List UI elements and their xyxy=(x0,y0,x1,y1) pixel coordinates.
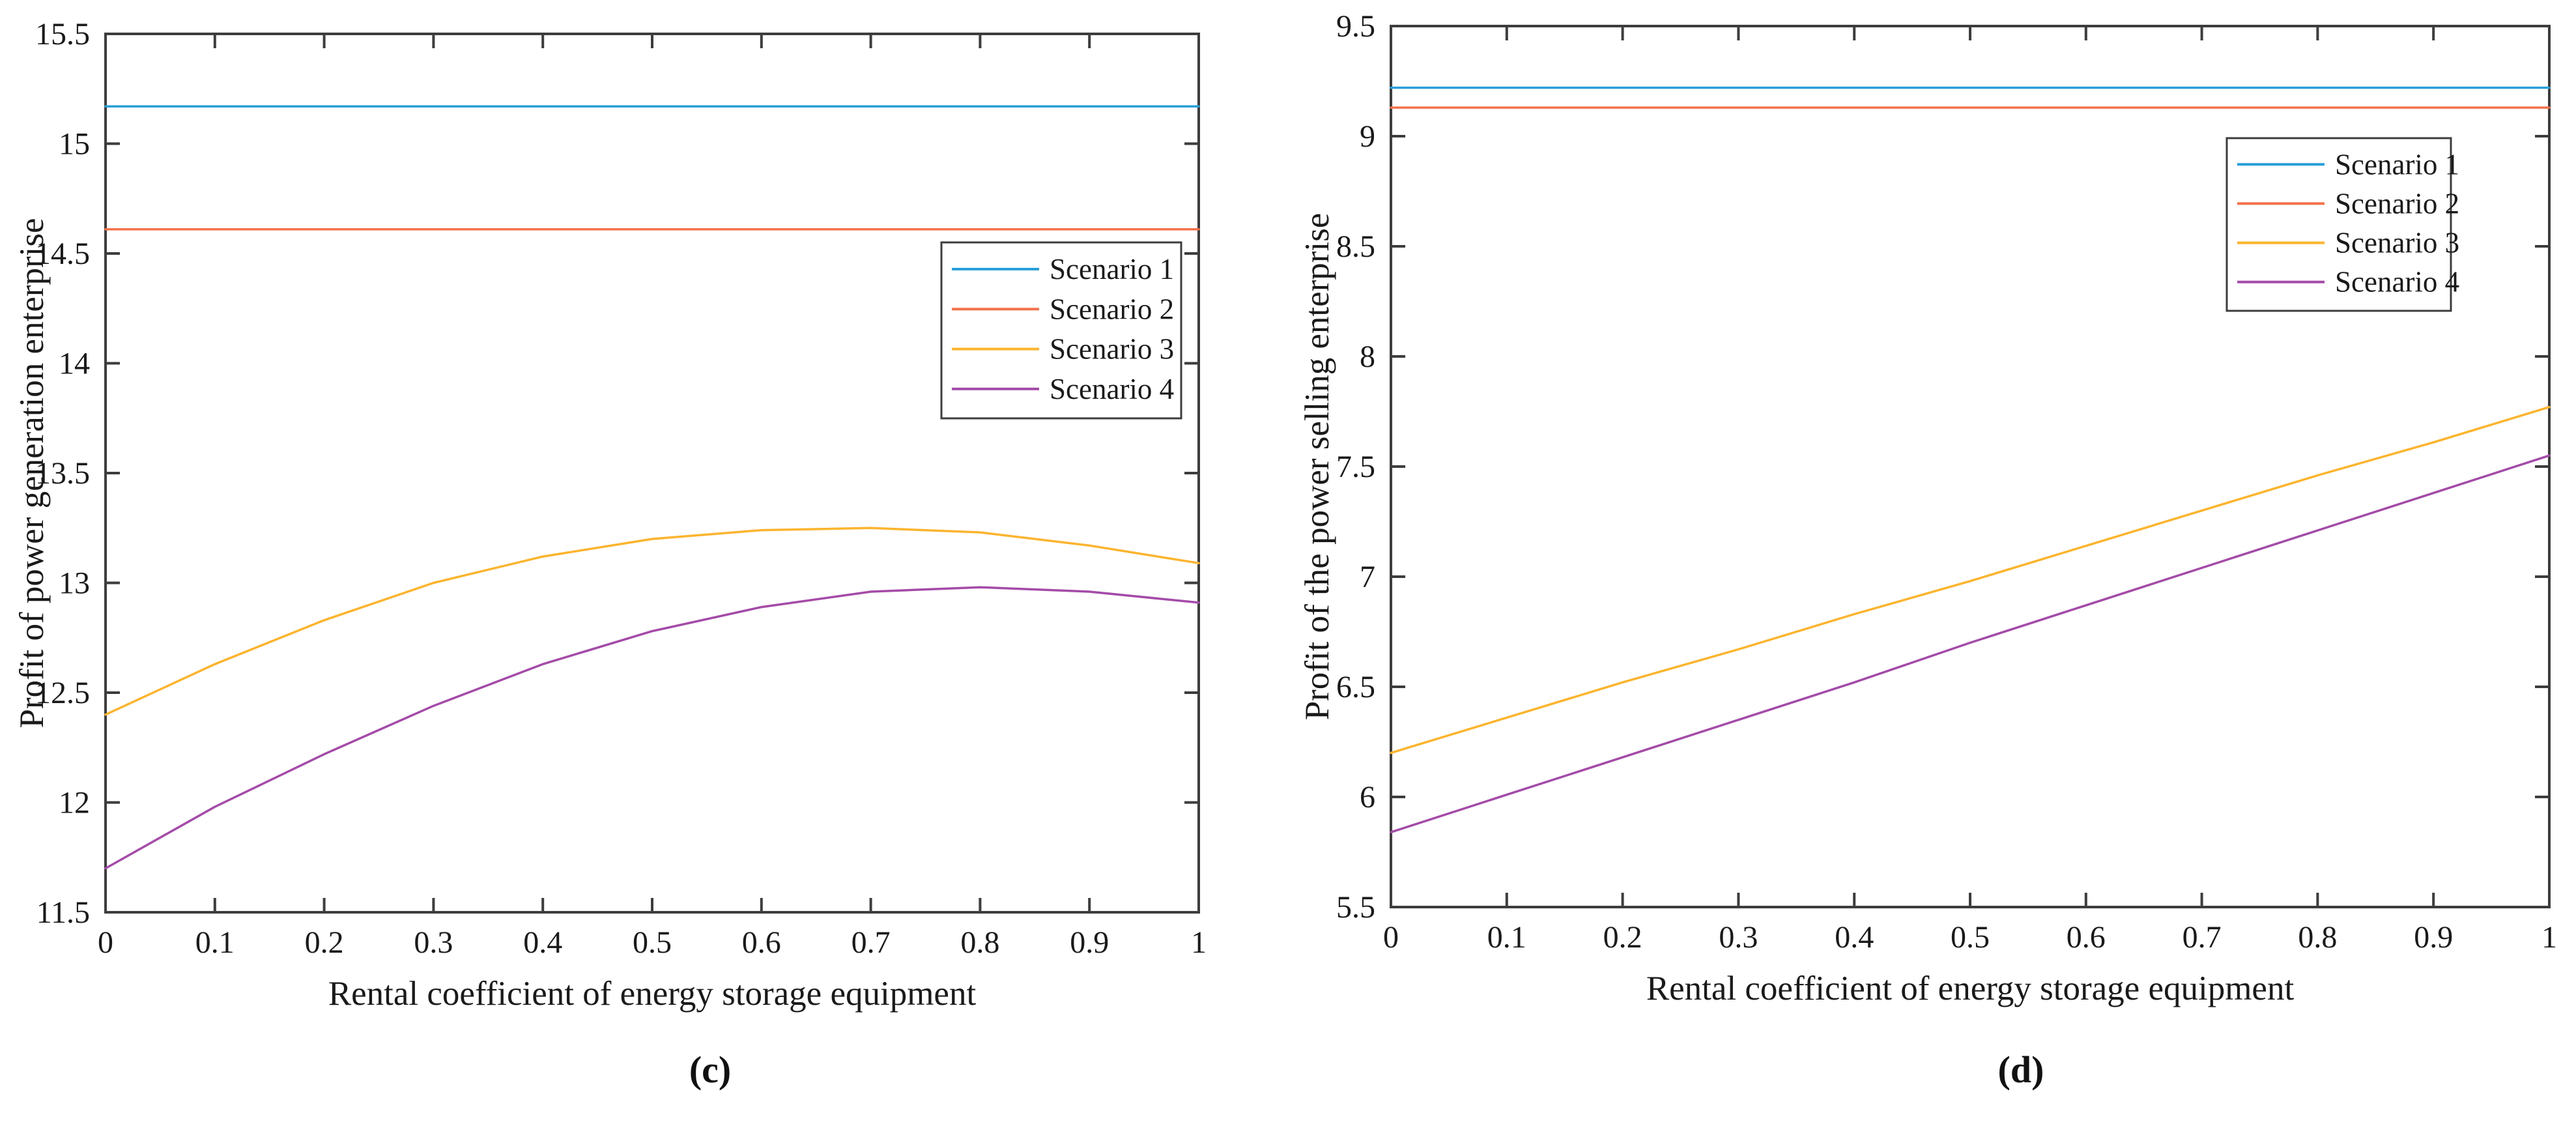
y-tick-label: 15.5 xyxy=(35,17,90,51)
y-tick-label: 7 xyxy=(1360,560,1375,594)
y-axis-label: Profit of power generation enterprise xyxy=(13,218,51,729)
y-tick-label: 6 xyxy=(1360,780,1375,815)
legend-label-scenario-2: Scenario 2 xyxy=(1050,293,1174,325)
y-tick-label: 12.5 xyxy=(35,676,90,710)
x-tick-label: 0.9 xyxy=(1070,925,1109,960)
y-tick-label: 8 xyxy=(1360,339,1375,374)
x-tick-label: 1 xyxy=(1191,925,1207,960)
y-axis-label: Profit of the power selling enterprise xyxy=(1298,213,1336,721)
chart-panel-d: 0 0.1 0.2 0.3 0.4 0.5 0.6 0.7 0.8 0.9 1 5.5 6 6.5 7 7.5… xyxy=(1288,0,2576,1126)
chart-panel-c: 0 0.1 0.2 0.3 0.4 0.5 0.6 0.7 0.8 0.9 1 11.5 12 12.5 1… xyxy=(13,17,1207,1091)
x-tick-label: 0.3 xyxy=(1719,920,1758,955)
chart-svg-d: 0 0.1 0.2 0.3 0.4 0.5 0.6 0.7 0.8 0.9 1 5.5 6 6.5 7 7.5… xyxy=(1298,9,2557,1007)
y-tick-label: 5.5 xyxy=(1336,890,1375,925)
x-tick-label: 0.3 xyxy=(414,925,453,960)
y-tick-label: 9.5 xyxy=(1336,9,1375,44)
legend-label-scenario-4: Scenario 4 xyxy=(1050,373,1174,405)
legend-label-scenario-3: Scenario 3 xyxy=(1050,333,1174,366)
x-tick-label: 0.9 xyxy=(2414,920,2453,955)
series-line-scenario-4 xyxy=(1390,454,2551,833)
x-tick-label: 0.8 xyxy=(960,925,999,960)
chart-caption-d: (d) xyxy=(1997,1048,2044,1091)
legend-label-scenario-1: Scenario 1 xyxy=(2335,148,2459,180)
x-tick-label: 0.1 xyxy=(1487,920,1526,955)
x-tick-label: 0.1 xyxy=(195,925,235,960)
y-tick-label: 13.5 xyxy=(35,456,90,491)
series-line-scenario-3 xyxy=(1390,405,2551,755)
chart-caption-c: (c) xyxy=(689,1048,732,1091)
x-tick-label: 0.4 xyxy=(1835,920,1874,955)
x-tick-label: 0.8 xyxy=(2298,920,2337,955)
legend-label-scenario-3: Scenario 3 xyxy=(2335,227,2459,259)
y-tick-label: 14.5 xyxy=(35,237,90,271)
legend-label-scenario-2: Scenario 2 xyxy=(2335,187,2459,220)
y-tick-label: 9 xyxy=(1360,119,1375,154)
y-tick-label: 11.5 xyxy=(36,895,90,930)
x-tick-label: 0 xyxy=(1383,920,1399,955)
x-axis-label: Rental coefficient of energy storage equ… xyxy=(328,975,977,1013)
x-tick-label: 1 xyxy=(2541,920,2557,955)
x-axis-label: Rental coefficient of energy storage equ… xyxy=(1646,970,2295,1007)
x-tick-label: 0.4 xyxy=(523,925,562,960)
x-tick-label: 0.6 xyxy=(2067,920,2106,955)
series-line-scenario-4 xyxy=(104,586,1200,870)
y-tick-label: 8.5 xyxy=(1336,229,1375,264)
y-tick-label: 7.5 xyxy=(1336,450,1375,484)
y-tick-label: 13 xyxy=(59,566,90,601)
legend-label-scenario-4: Scenario 4 xyxy=(2335,266,2459,298)
y-tick-label: 14 xyxy=(59,347,90,381)
x-tick-label: 0.7 xyxy=(852,925,891,960)
y-tick-label: 12 xyxy=(59,786,90,820)
x-tick-label: 0.2 xyxy=(1603,920,1642,955)
legend-label-scenario-1: Scenario 1 xyxy=(1050,253,1174,285)
x-tick-label: 0.6 xyxy=(742,925,781,960)
y-tick-label: 15 xyxy=(59,127,90,162)
y-tick-label: 6.5 xyxy=(1336,670,1375,704)
x-tick-label: 0.2 xyxy=(305,925,344,960)
x-tick-label: 0.7 xyxy=(2182,920,2222,955)
chart-svg-c: 0 0.1 0.2 0.3 0.4 0.5 0.6 0.7 0.8 0.9 1 11.5 12 12.5 1… xyxy=(13,17,1207,1013)
x-tick-label: 0 xyxy=(98,925,113,960)
series-line-scenario-3 xyxy=(104,527,1200,716)
x-tick-label: 0.5 xyxy=(633,925,672,960)
x-tick-label: 0.5 xyxy=(1951,920,1990,955)
